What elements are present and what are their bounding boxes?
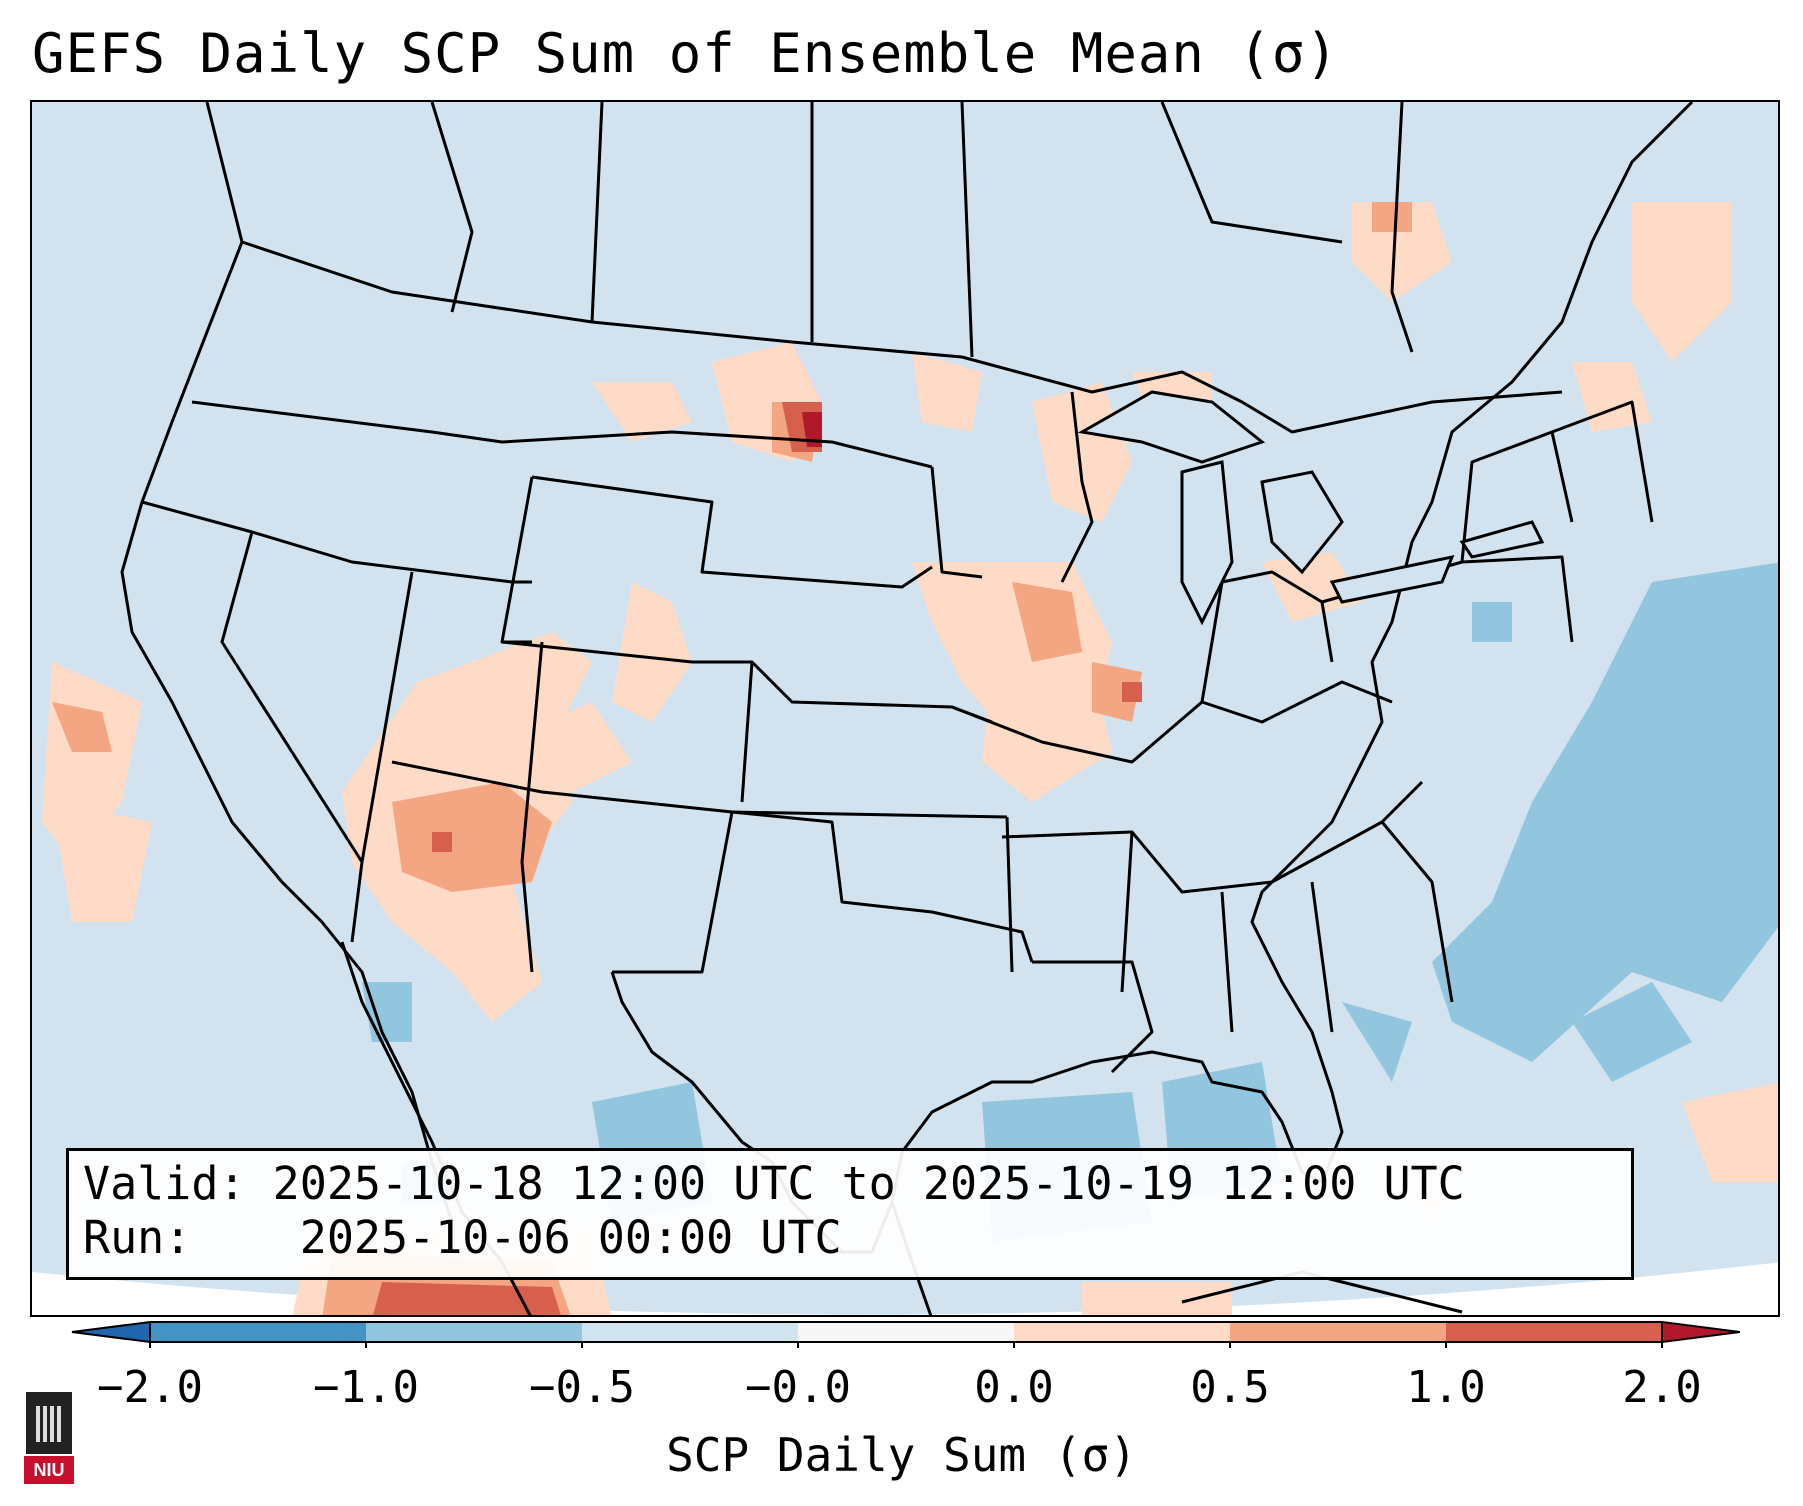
colorbar-segment (366, 1322, 582, 1342)
tick-label: 0.5 (1190, 1362, 1270, 1413)
niu-logo: NIU (20, 1392, 78, 1488)
colorbar-extend-high (1661, 1320, 1740, 1344)
tick-label: 1.0 (1406, 1362, 1486, 1413)
great-lakes (1077, 390, 1545, 626)
colorbar-label: SCP Daily Sum (σ) (666, 1428, 1137, 1482)
tick-label: −0.5 (529, 1362, 635, 1413)
state-borders (141, 102, 1654, 1074)
colorbar-segment (1230, 1322, 1446, 1342)
valid-time-box: Valid: 2025-10-18 12:00 UTC to 2025-10-1… (66, 1148, 1634, 1280)
base-field (32, 102, 1778, 1315)
tick-label: 0.0 (974, 1362, 1054, 1413)
map-canvas (32, 102, 1778, 1315)
tick-label: −2.0 (97, 1362, 203, 1413)
tower-icon (26, 1392, 72, 1454)
tick-label: −1.0 (313, 1362, 419, 1413)
colorbar-frame (149, 1321, 1663, 1343)
logo-badge: NIU (24, 1456, 74, 1484)
colorbar-segment (582, 1322, 798, 1342)
tick-label: 2.0 (1622, 1362, 1702, 1413)
map-panel (30, 100, 1780, 1317)
colorbar-segment (798, 1322, 1014, 1342)
colorbar-segment (150, 1322, 366, 1342)
valid-label: Valid: (83, 1157, 246, 1210)
anomaly-positive-extreme (802, 412, 822, 447)
run-value: 2025-10-06 00:00 UTC (299, 1211, 842, 1264)
colorbar-extend-low (71, 1320, 151, 1344)
colorbar-segments (71, 1320, 1740, 1348)
projection-edge (32, 1262, 1778, 1315)
map-title: GEFS Daily SCP Sum of Ensemble Mean (σ) (32, 22, 1339, 85)
run-label: Run: (83, 1211, 192, 1264)
tick-label: −0.0 (745, 1362, 851, 1413)
colorbar (71, 1320, 1740, 1348)
colorbar-segment (1446, 1322, 1662, 1342)
colorbar-segment (1014, 1322, 1230, 1342)
valid-value: 2025-10-18 12:00 UTC to 2025-10-19 12:00… (272, 1157, 1465, 1210)
